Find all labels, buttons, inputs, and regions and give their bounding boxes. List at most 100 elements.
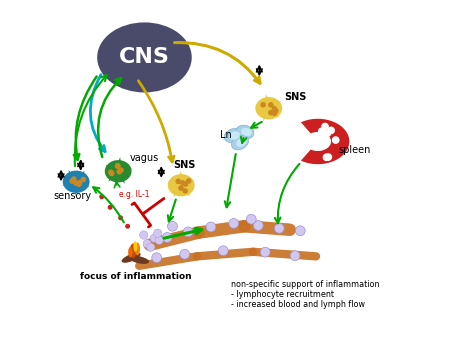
- Circle shape: [72, 177, 76, 181]
- Circle shape: [100, 195, 104, 199]
- Circle shape: [108, 205, 112, 209]
- Circle shape: [162, 233, 172, 243]
- Polygon shape: [63, 178, 77, 186]
- Circle shape: [218, 246, 228, 256]
- Circle shape: [180, 181, 185, 185]
- Circle shape: [324, 154, 330, 161]
- Circle shape: [119, 168, 123, 172]
- Circle shape: [253, 221, 263, 231]
- Text: Ln: Ln: [220, 130, 232, 140]
- Circle shape: [180, 249, 189, 259]
- Circle shape: [117, 169, 122, 174]
- Circle shape: [77, 181, 81, 185]
- Circle shape: [319, 128, 325, 134]
- Ellipse shape: [224, 128, 242, 143]
- Polygon shape: [117, 167, 132, 175]
- Ellipse shape: [168, 174, 194, 196]
- Circle shape: [272, 107, 276, 111]
- Circle shape: [295, 226, 305, 236]
- Ellipse shape: [135, 243, 140, 255]
- Ellipse shape: [256, 97, 282, 119]
- Polygon shape: [255, 104, 269, 112]
- Circle shape: [274, 223, 284, 233]
- Ellipse shape: [133, 241, 137, 252]
- Circle shape: [126, 225, 130, 228]
- Circle shape: [333, 137, 339, 143]
- Circle shape: [77, 182, 81, 186]
- Polygon shape: [75, 178, 90, 187]
- Circle shape: [116, 164, 120, 168]
- Circle shape: [143, 240, 152, 248]
- Circle shape: [140, 231, 148, 239]
- Ellipse shape: [241, 128, 252, 136]
- Circle shape: [187, 179, 191, 183]
- Polygon shape: [108, 169, 121, 181]
- Polygon shape: [173, 183, 184, 197]
- Ellipse shape: [105, 160, 131, 183]
- Circle shape: [150, 234, 158, 243]
- Circle shape: [116, 163, 120, 168]
- Circle shape: [155, 236, 163, 244]
- Ellipse shape: [97, 22, 192, 92]
- Text: CNS: CNS: [119, 47, 170, 67]
- Text: focus of inflammation: focus of inflammation: [80, 272, 192, 281]
- Polygon shape: [265, 94, 273, 109]
- Circle shape: [183, 189, 187, 193]
- Circle shape: [183, 227, 193, 237]
- Circle shape: [322, 124, 328, 130]
- Ellipse shape: [229, 131, 240, 140]
- Circle shape: [272, 111, 276, 115]
- Circle shape: [184, 182, 188, 186]
- Polygon shape: [180, 180, 195, 189]
- Polygon shape: [178, 183, 190, 197]
- Polygon shape: [301, 119, 349, 164]
- Text: - lymphocyte recruitment: - lymphocyte recruitment: [231, 290, 334, 299]
- Ellipse shape: [128, 247, 133, 257]
- Circle shape: [324, 130, 330, 137]
- Circle shape: [167, 221, 177, 231]
- Ellipse shape: [122, 253, 141, 263]
- Circle shape: [147, 243, 155, 251]
- Circle shape: [70, 179, 74, 183]
- Circle shape: [153, 229, 162, 238]
- Circle shape: [179, 186, 183, 190]
- Text: e.g. IL-1: e.g. IL-1: [119, 190, 150, 199]
- Polygon shape: [263, 107, 272, 121]
- Circle shape: [325, 154, 332, 160]
- Polygon shape: [167, 181, 182, 189]
- Circle shape: [152, 253, 162, 263]
- Circle shape: [261, 247, 270, 257]
- Circle shape: [328, 127, 334, 133]
- Text: spleen: spleen: [339, 145, 371, 155]
- Polygon shape: [177, 171, 185, 185]
- Circle shape: [290, 251, 300, 261]
- Polygon shape: [68, 170, 79, 184]
- Text: - increased blood and lymph flow: - increased blood and lymph flow: [231, 300, 365, 309]
- Circle shape: [274, 109, 278, 113]
- Polygon shape: [266, 105, 279, 118]
- Circle shape: [269, 103, 273, 107]
- Ellipse shape: [231, 135, 248, 150]
- Text: non-specific support of inflammation: non-specific support of inflammation: [231, 280, 380, 289]
- Text: sensory: sensory: [54, 191, 91, 201]
- Circle shape: [246, 214, 256, 224]
- Circle shape: [229, 219, 239, 228]
- Circle shape: [176, 179, 180, 184]
- Ellipse shape: [236, 138, 247, 147]
- Circle shape: [322, 138, 328, 145]
- Circle shape: [74, 181, 78, 185]
- Polygon shape: [105, 165, 120, 175]
- Polygon shape: [114, 157, 122, 172]
- Circle shape: [110, 171, 114, 175]
- Circle shape: [206, 222, 216, 232]
- Polygon shape: [115, 169, 125, 184]
- Polygon shape: [72, 181, 80, 196]
- Polygon shape: [267, 101, 281, 112]
- Circle shape: [261, 103, 265, 107]
- Text: SNS: SNS: [174, 160, 196, 170]
- Circle shape: [109, 170, 113, 174]
- Ellipse shape: [129, 256, 149, 264]
- Text: SNS: SNS: [284, 92, 306, 102]
- Circle shape: [269, 110, 273, 115]
- Circle shape: [119, 216, 122, 220]
